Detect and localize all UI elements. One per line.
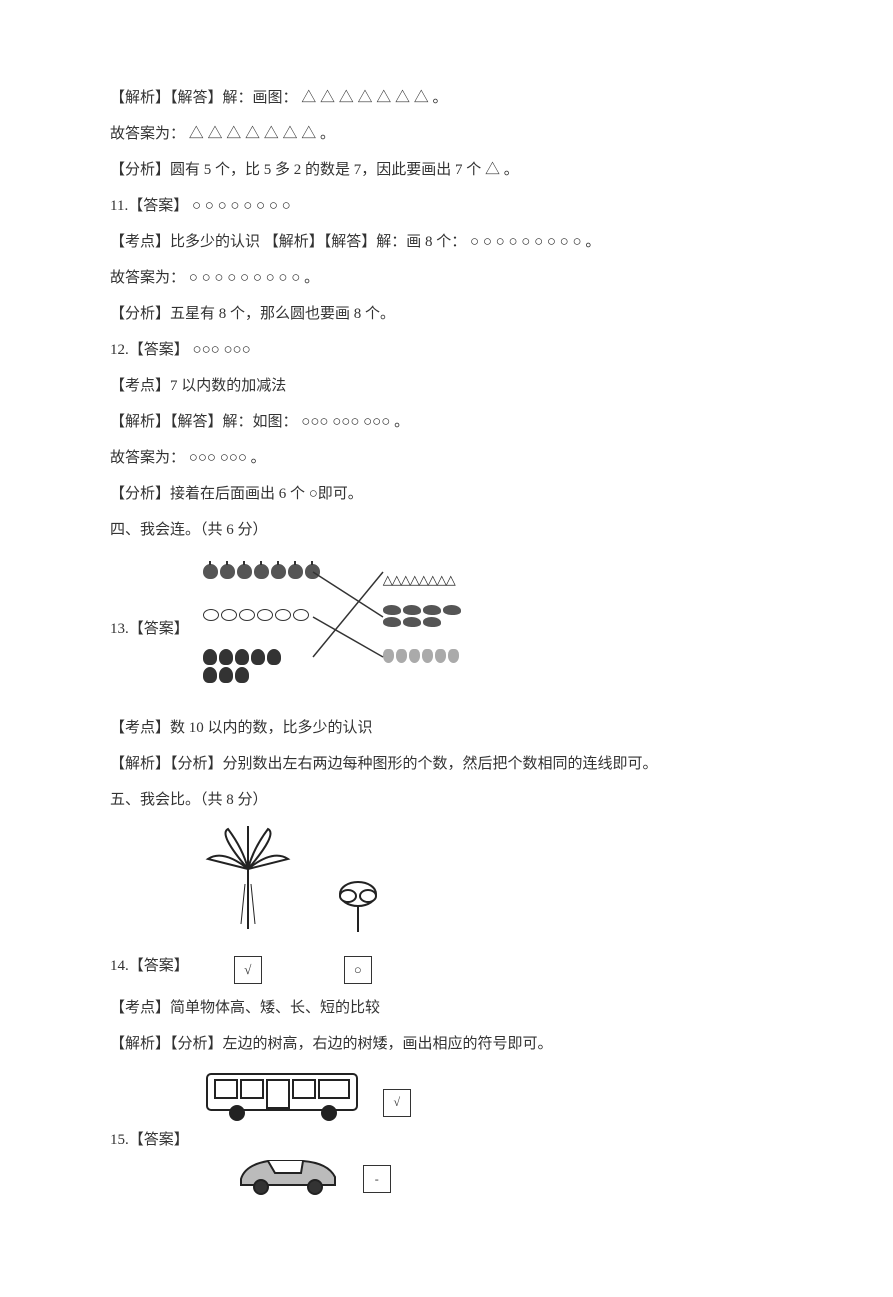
q15-bus-row: √	[203, 1068, 411, 1137]
q10-l1-prefix: 【解析】【解答】解：画图：	[110, 90, 298, 106]
q15-vehicles: √ -	[203, 1068, 411, 1211]
q11-analysis: 【分析】五星有 8 个，那么圆也要画 8 个。	[110, 296, 783, 332]
palm-tree-icon	[203, 824, 293, 948]
q14-box-1: √	[234, 956, 262, 984]
q12-l1-prefix: 【解析】【解答】解：如图：	[110, 414, 298, 430]
q14-tree-tall-col: √	[203, 824, 293, 984]
q10-l2-shapes: △ △ △ △ △ △ △	[189, 126, 317, 142]
bus-icon	[203, 1068, 363, 1137]
q10-l2-prefix: 故答案为：	[110, 126, 185, 142]
q10-l1-shapes: △ △ △ △ △ △ △	[301, 90, 429, 106]
q11-answer-shapes: ○ ○ ○ ○ ○ ○ ○ ○	[192, 198, 291, 214]
q13-connection-lines	[203, 554, 523, 704]
q11-l2-shapes: ○ ○ ○ ○ ○ ○ ○ ○ ○	[189, 270, 301, 286]
q12-l1-shapes: ○○○ ○○○ ○○○	[301, 414, 390, 430]
q11-line2: 故答案为： ○ ○ ○ ○ ○ ○ ○ ○ ○ 。	[110, 260, 783, 296]
q12-l1-suffix: 。	[394, 414, 409, 430]
small-tree-icon	[333, 874, 383, 948]
q11-line1: 【考点】比多少的认识 【解析】【解答】解：画 8 个： ○ ○ ○ ○ ○ ○ …	[110, 224, 783, 260]
q13-answer-row: 13.【答案】 △△△△△△△△	[110, 554, 783, 704]
q14-tree-short-col: ○	[333, 874, 383, 984]
q14-analysis: 【解析】【分析】左边的树高，右边的树矮，画出相应的符号即可。	[110, 1026, 783, 1062]
document-page: 【解析】【解答】解：画图： △ △ △ △ △ △ △ 。 故答案为： △ △ …	[0, 0, 893, 1297]
q14-box-2: ○	[344, 956, 372, 984]
q12-topic: 【考点】7 以内数的加减法	[110, 368, 783, 404]
section-4-title: 四、我会连。（共 6 分）	[110, 512, 783, 548]
q11-l1-suffix: 。	[585, 234, 600, 250]
q14-answer-row: 14.【答案】 √	[110, 824, 783, 984]
q15-answer-row: 15.【答案】	[110, 1068, 783, 1211]
q11-answer-label: 11.【答案】	[110, 198, 188, 214]
q14-answer-label: 14.【答案】	[110, 948, 189, 984]
q13-analysis: 【解析】【分析】分别数出左右两边每种图形的个数，然后把个数相同的连线即可。	[110, 746, 783, 782]
q13-topic: 【考点】数 10 以内的数，比多少的认识	[110, 710, 783, 746]
q14-topic: 【考点】简单物体高、矮、长、短的比较	[110, 990, 783, 1026]
q12-line1: 【解析】【解答】解：如图： ○○○ ○○○ ○○○ 。	[110, 404, 783, 440]
q12-line2: 故答案为： ○○○ ○○○ 。	[110, 440, 783, 476]
q10-analysis: 【分析】圆有 5 个，比 5 多 2 的数是 7，因此要画出 7 个 △ 。	[110, 152, 783, 188]
q12-l2-suffix: 。	[251, 450, 266, 466]
q15-box-1: √	[383, 1089, 411, 1117]
q12-answer-shapes: ○○○ ○○○	[193, 342, 251, 358]
q12-analysis: 【分析】接着在后面画出 6 个 ○即可。	[110, 476, 783, 512]
q10-explain-line1: 【解析】【解答】解：画图： △ △ △ △ △ △ △ 。	[110, 80, 783, 116]
q13-answer-label: 13.【答案】	[110, 611, 189, 647]
q15-box-2: -	[363, 1165, 391, 1193]
q11-l2-prefix: 故答案为：	[110, 270, 185, 286]
q15-car-row: -	[203, 1147, 411, 1211]
q11-l1-shapes: ○ ○ ○ ○ ○ ○ ○ ○ ○	[470, 234, 582, 250]
q10-explain-line2: 故答案为： △ △ △ △ △ △ △ 。	[110, 116, 783, 152]
section-5-title: 五、我会比。（共 8 分）	[110, 782, 783, 818]
q12-answer-label: 12.【答案】	[110, 342, 189, 358]
q10-l2-suffix: 。	[320, 126, 335, 142]
car-icon	[233, 1147, 343, 1211]
q14-trees: √ ○	[203, 824, 383, 984]
q11-l2-suffix: 。	[304, 270, 319, 286]
q10-l1-suffix: 。	[433, 90, 448, 106]
q12-l2-shapes: ○○○ ○○○	[189, 450, 247, 466]
q12-l2-prefix: 故答案为：	[110, 450, 185, 466]
q11-answer: 11.【答案】 ○ ○ ○ ○ ○ ○ ○ ○	[110, 188, 783, 224]
q13-matching-diagram: △△△△△△△△	[203, 554, 523, 704]
q15-answer-label: 15.【答案】	[110, 1122, 189, 1158]
q11-l1-prefix: 【考点】比多少的认识 【解析】【解答】解：画 8 个：	[110, 234, 466, 250]
q12-answer: 12.【答案】 ○○○ ○○○	[110, 332, 783, 368]
